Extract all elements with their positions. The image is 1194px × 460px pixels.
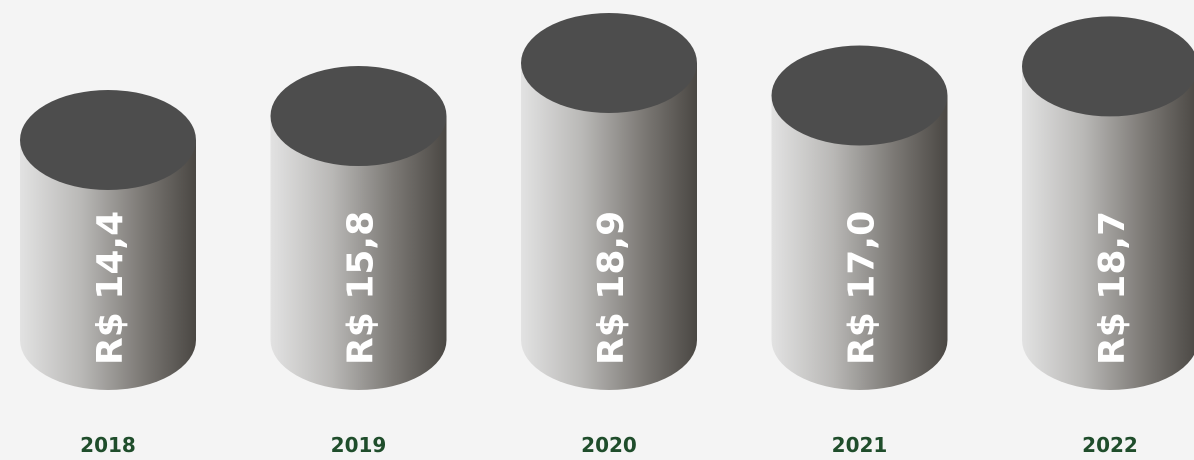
bar-value-label: R$ 17,0 [842,211,883,365]
bar-top [771,45,948,146]
bar-body [1022,66,1194,390]
bar-body [270,116,447,391]
category-label: 2018 [80,433,136,457]
category-label: 2019 [331,433,387,457]
category-labels: 2018 2019 2020 2021 2022 [80,433,1138,457]
bar-value-label: R$ 14,4 [90,211,131,365]
bar-value-label: R$ 15,8 [341,211,382,365]
bar-body [521,63,697,390]
bar-body [20,140,196,390]
bar-cylinder-2019: R$ 15,8 [270,66,447,391]
bar-top [521,13,697,113]
bar-value-label: R$ 18,7 [1092,211,1133,365]
category-label: 2022 [1082,433,1138,457]
bars-layer: R$ 14,4 R$ 15,8 R$ 18,9 R$ 17,0 R$ 18,7 [20,13,1194,391]
bar-body [771,95,948,390]
bar-cylinder-2021: R$ 17,0 [771,45,948,390]
bar-cylinder-2018: R$ 14,4 [20,90,196,390]
bar-top [1022,16,1194,117]
bar-cylinder-2022: R$ 18,7 [1022,16,1194,390]
bar-top [270,66,447,167]
category-label: 2020 [581,433,637,457]
bar-top [20,90,196,190]
category-label: 2021 [832,433,888,457]
bar-cylinder-2020: R$ 18,9 [521,13,697,390]
bar-value-label: R$ 18,9 [591,211,632,365]
